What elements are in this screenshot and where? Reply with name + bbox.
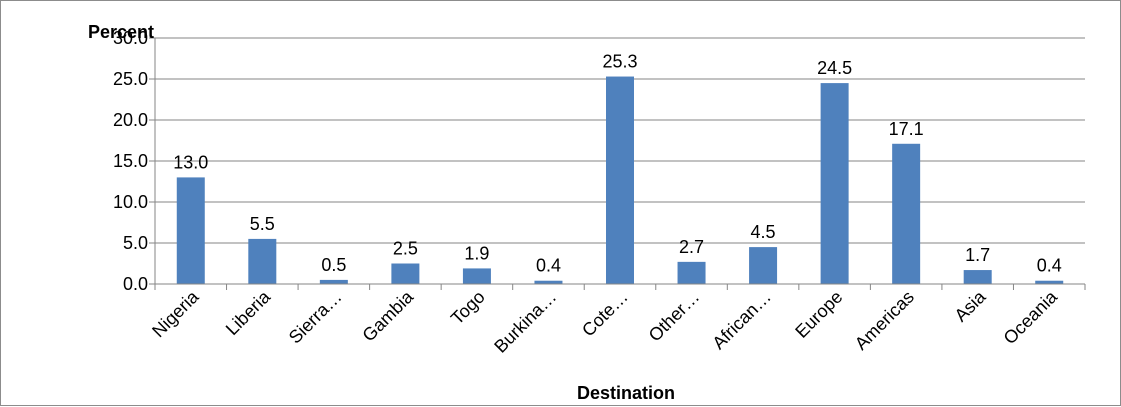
bar <box>391 263 420 284</box>
y-axis-title: Percent <box>88 22 154 42</box>
x-tick-label: Other… <box>645 287 704 346</box>
bar <box>963 270 992 284</box>
x-tick-label: Togo <box>447 287 489 329</box>
data-label: 2.5 <box>393 239 418 259</box>
x-tick-label: Nigeria <box>148 286 203 341</box>
bar <box>606 76 634 284</box>
bar <box>176 177 205 284</box>
bar <box>677 261 706 284</box>
data-label: 17.1 <box>889 119 924 139</box>
bar <box>248 238 277 284</box>
data-labels: 13.0 5.5 0.5 2.5 1.9 0.4 25.3 2.7 4.5 24.5 17.1 1.7… <box>173 52 1062 276</box>
y-tick-label: 30.0 <box>113 28 148 48</box>
y-tick-label: 5.0 <box>123 233 148 253</box>
x-tick-label: Americas <box>851 287 918 354</box>
x-tick-label: African… <box>708 287 774 353</box>
data-label: 2.7 <box>679 237 704 257</box>
bar <box>820 83 849 284</box>
x-tick-labels: Nigeria Liberia Sierra… Gambia Togo Burkina… C… <box>148 286 1062 357</box>
data-label: 5.5 <box>250 214 275 234</box>
data-label: 1.7 <box>965 245 990 265</box>
bar <box>319 279 348 284</box>
bar <box>462 268 491 284</box>
data-label: 0.4 <box>1037 256 1062 276</box>
y-tick-label: 20.0 <box>113 110 148 130</box>
x-tick-label: Gambia <box>359 286 418 345</box>
y-tick-label: 25.0 <box>113 69 148 89</box>
x-tick-label: Oceania <box>1000 286 1062 348</box>
x-tick-label: Sierra… <box>285 287 346 348</box>
data-label: 4.5 <box>751 222 776 242</box>
data-label: 13.0 <box>173 152 208 172</box>
data-label: 0.5 <box>321 255 346 275</box>
y-tick-label: 0.0 <box>123 274 148 294</box>
y-tick-labels: 0.0 5.0 10.0 15.0 20.0 25.0 30.0 <box>113 28 148 294</box>
y-tick-label: 15.0 <box>113 151 148 171</box>
bar <box>749 247 778 284</box>
data-label: 1.9 <box>464 243 489 263</box>
x-tick-label: Europe <box>791 287 846 342</box>
data-label: 24.5 <box>817 58 852 78</box>
x-tick-label: Cote… <box>578 287 632 341</box>
data-label: 25.3 <box>602 52 637 72</box>
x-tick-label: Burkina… <box>490 287 560 357</box>
bar <box>892 143 921 284</box>
axes <box>149 37 1086 290</box>
x-tick-label: Asia <box>951 286 991 326</box>
bars <box>176 76 1064 284</box>
bar <box>1035 280 1064 284</box>
bar <box>534 280 563 284</box>
y-tick-label: 10.0 <box>113 192 148 212</box>
x-axis-title: Destination <box>577 383 675 403</box>
x-tick-label: Liberia <box>222 286 275 339</box>
data-label: 0.4 <box>536 256 561 276</box>
